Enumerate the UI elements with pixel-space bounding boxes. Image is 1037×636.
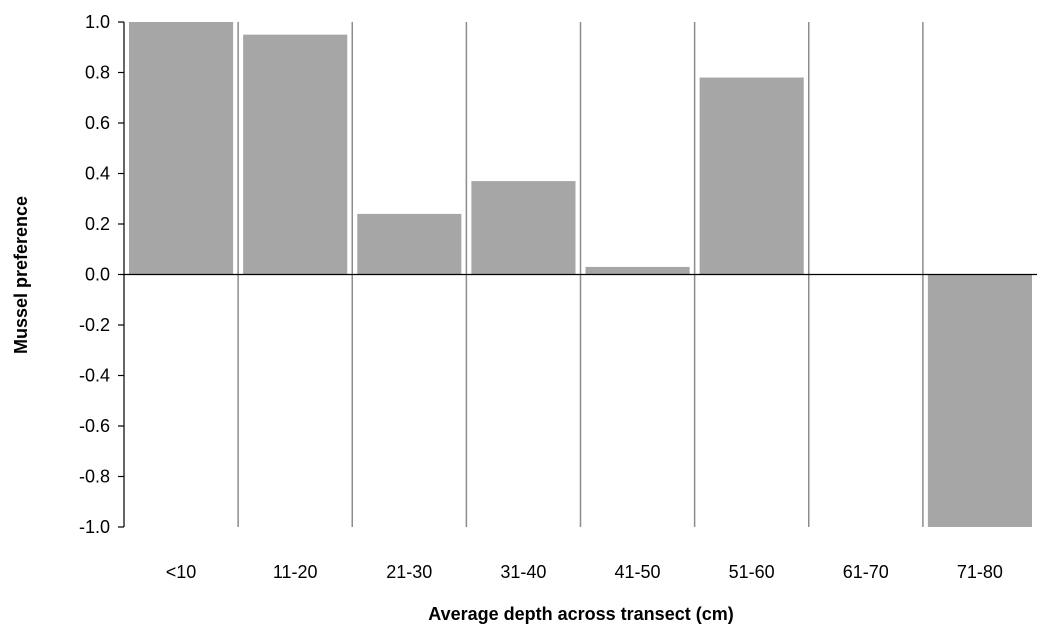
x-tick-label: 31-40 — [500, 562, 546, 582]
y-tick-label: -0.4 — [79, 366, 110, 386]
x-tick-label: 41-50 — [615, 562, 661, 582]
bar-<10 — [129, 22, 234, 275]
y-tick-label: -0.6 — [79, 416, 110, 436]
x-tick-label: 61-70 — [843, 562, 889, 582]
y-tick-label: 0.6 — [85, 113, 110, 133]
y-tick-label: 0.4 — [85, 164, 110, 184]
y-tick-label: -1.0 — [79, 517, 110, 537]
y-tick-label: -0.2 — [79, 315, 110, 335]
bar-41-50 — [585, 266, 690, 275]
bar-21-30 — [357, 213, 462, 275]
y-tick-label: -0.8 — [79, 467, 110, 487]
y-tick-label: 0.2 — [85, 214, 110, 234]
y-tick-label: 1.0 — [85, 12, 110, 32]
x-axis-title: Average depth across transect (cm) — [428, 604, 733, 624]
y-tick-label: 0.8 — [85, 63, 110, 83]
x-tick-label: 21-30 — [386, 562, 432, 582]
bar-71-80 — [927, 274, 1032, 527]
bar-11-20 — [243, 34, 348, 275]
y-axis-title: Mussel preference — [11, 196, 31, 354]
x-tick-labels: <10 11-20 21-30 31-40 41-50 51-60 61-70 71-80 — [166, 562, 1003, 582]
y-tick-label: 0.0 — [85, 265, 110, 285]
bar-series — [129, 22, 1032, 527]
x-tick-label: 51-60 — [729, 562, 775, 582]
bar-51-60 — [699, 77, 804, 275]
x-tick-label: 11-20 — [273, 562, 318, 582]
x-tick-label: 71-80 — [957, 562, 1003, 582]
bar-31-40 — [471, 181, 576, 275]
y-axis: 1.0 0.8 0.6 0.4 0.2 0.0 -0.2 -0.4 -0.6 -0.8 -1.0 — [79, 12, 125, 537]
x-tick-label: <10 — [166, 562, 197, 582]
